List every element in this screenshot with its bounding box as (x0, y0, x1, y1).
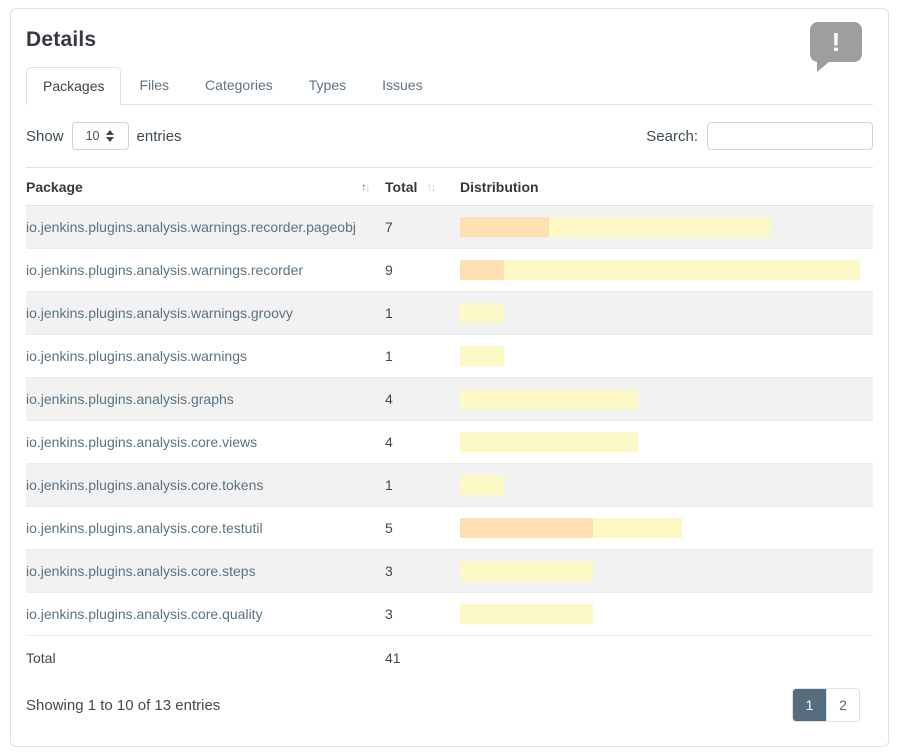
table-row[interactable]: io.jenkins.plugins.analysis.core.quality… (26, 593, 873, 636)
page-length-value: 10 (85, 129, 100, 143)
package-name[interactable]: io.jenkins.plugins.analysis.graphs (26, 391, 234, 407)
distribution-bar (460, 303, 860, 323)
tab-types[interactable]: Types (308, 77, 347, 93)
table-row[interactable]: io.jenkins.plugins.analysis.warnings.gro… (26, 292, 873, 335)
total-value: 1 (385, 477, 393, 493)
distribution-high-segment (460, 260, 505, 280)
page-length-select[interactable]: 10 (71, 122, 129, 150)
footer-total-value: 41 (385, 649, 401, 666)
packages-table: Package ↑↓ Total ↑↓ Distribution io.jenk… (26, 167, 873, 679)
package-name[interactable]: io.jenkins.plugins.analysis.warnings.rec… (26, 262, 304, 278)
distribution-normal-segment (460, 561, 594, 581)
distribution-bar (460, 604, 860, 624)
distribution-bar (460, 475, 860, 495)
distribution-bar (460, 432, 860, 452)
distribution-bar (460, 217, 860, 237)
distribution-normal-segment (460, 346, 505, 366)
distribution-bar (460, 518, 860, 538)
total-value: 4 (385, 391, 393, 407)
table-row[interactable]: io.jenkins.plugins.analysis.warnings 1 (26, 335, 873, 378)
distribution-bar (460, 389, 860, 409)
tab-files[interactable]: Files (139, 77, 170, 93)
footer-total-label: Total (26, 649, 56, 666)
table-controls: Show 10 entries Search: (26, 122, 873, 150)
column-header-package[interactable]: Package ↑↓ (26, 178, 371, 195)
column-header-total[interactable]: Total ↑↓ (385, 178, 436, 195)
distribution-bar (460, 346, 860, 366)
table-row[interactable]: io.jenkins.plugins.analysis.warnings.rec… (26, 206, 873, 249)
tab-issues[interactable]: Issues (382, 77, 423, 93)
package-name[interactable]: io.jenkins.plugins.analysis.core.steps (26, 563, 256, 579)
entries-label: entries (136, 127, 182, 145)
show-label: Show (26, 127, 64, 145)
search-input[interactable] (707, 122, 873, 150)
distribution-normal-segment (460, 389, 638, 409)
distribution-normal-segment (460, 604, 594, 624)
exclamation-glyph: ! (831, 26, 841, 57)
total-value: 4 (385, 434, 393, 450)
package-name[interactable]: io.jenkins.plugins.analysis.core.testuti… (26, 520, 263, 536)
distribution-normal-segment (460, 475, 505, 495)
total-value: 3 (385, 606, 393, 622)
distribution-normal-segment (593, 518, 683, 538)
distribution-normal-segment (504, 260, 860, 280)
table-row[interactable]: io.jenkins.plugins.analysis.core.steps 3 (26, 550, 873, 593)
total-value: 1 (385, 348, 393, 364)
page-button-2[interactable]: 2 (826, 689, 859, 721)
page-title: Details (26, 28, 97, 51)
tab-categories[interactable]: Categories (205, 77, 273, 93)
package-name[interactable]: io.jenkins.plugins.analysis.warnings (26, 348, 248, 364)
package-name[interactable]: io.jenkins.plugins.analysis.core.quality (26, 606, 263, 622)
page-button-1[interactable]: 1 (793, 689, 826, 721)
total-value: 5 (385, 520, 393, 536)
stepper-icon (106, 130, 115, 142)
total-value: 1 (385, 305, 393, 321)
column-header-distribution: Distribution (460, 178, 539, 195)
details-card: ! Details Packages Files Categories Type… (10, 8, 889, 747)
total-value: 7 (385, 219, 393, 235)
table-info-bar: Showing 1 to 10 of 13 entries 1 2 (26, 688, 873, 722)
entries-info: Showing 1 to 10 of 13 entries (26, 696, 221, 714)
tab-packages[interactable]: Packages (26, 67, 122, 105)
table-header-row: Package ↑↓ Total ↑↓ Distribution (26, 167, 873, 206)
table-row[interactable]: io.jenkins.plugins.analysis.core.tokens … (26, 464, 873, 507)
pagination: 1 2 (792, 688, 860, 722)
table-row[interactable]: io.jenkins.plugins.analysis.warnings.rec… (26, 249, 873, 292)
table-row[interactable]: io.jenkins.plugins.analysis.core.views 4 (26, 421, 873, 464)
table-body: io.jenkins.plugins.analysis.warnings.rec… (26, 206, 873, 636)
distribution-normal-segment (460, 432, 638, 452)
sort-icon: ↑↓ (426, 179, 436, 194)
package-name[interactable]: io.jenkins.plugins.analysis.warnings.rec… (26, 219, 356, 235)
tab-bar: Packages Files Categories Types Issues (26, 67, 873, 105)
package-name[interactable]: io.jenkins.plugins.analysis.warnings.gro… (26, 305, 293, 321)
distribution-high-segment (460, 518, 594, 538)
distribution-normal-segment (548, 217, 772, 237)
table-row[interactable]: io.jenkins.plugins.analysis.core.testuti… (26, 507, 873, 550)
package-name[interactable]: io.jenkins.plugins.analysis.core.tokens (26, 477, 264, 493)
total-value: 3 (385, 563, 393, 579)
search-label: Search: (646, 127, 698, 145)
sort-icon: ↑↓ (361, 179, 371, 194)
package-name[interactable]: io.jenkins.plugins.analysis.core.views (26, 434, 258, 450)
distribution-bar (460, 561, 860, 581)
exclamation-bubble-icon: ! (810, 22, 862, 72)
distribution-bar (460, 260, 860, 280)
distribution-high-segment (460, 217, 549, 237)
distribution-normal-segment (460, 303, 505, 323)
total-value: 9 (385, 262, 393, 278)
table-footer-row: Total 41 (26, 636, 873, 679)
table-row[interactable]: io.jenkins.plugins.analysis.graphs 4 (26, 378, 873, 421)
